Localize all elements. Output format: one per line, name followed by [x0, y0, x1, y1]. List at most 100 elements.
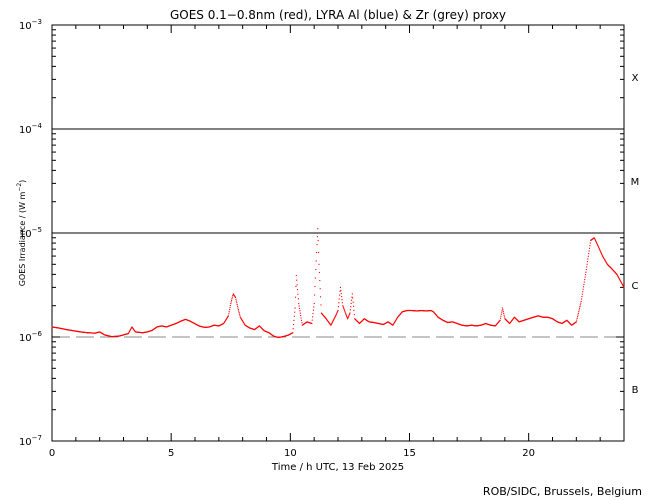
goes-data-point-0-1427: [618, 277, 620, 279]
goes-data-point-0-1372: [596, 243, 598, 245]
goes-data-point-0-1437: [622, 284, 624, 286]
goes-data-point-0-658: [312, 309, 314, 311]
goes-data-point-0-616: [296, 279, 298, 281]
goes-data-point-0-722: [338, 302, 340, 304]
goes-data-point-0-862: [393, 322, 396, 324]
goes-data-point-0-610: [293, 315, 295, 317]
goes-data-point-0-457: [233, 293, 235, 296]
goes-data-point-0-467: [237, 305, 239, 307]
goes-data-point-0-204: [132, 328, 134, 330]
goes-data-point-0-434: [223, 321, 225, 323]
goes-data-point-0-709: [333, 319, 335, 321]
goes-data-point-0-1393: [604, 260, 606, 262]
y-tick-label-3: 10−4: [19, 122, 43, 136]
goes-data-point-0-1395: [605, 261, 607, 263]
goes-data-point-0-1432: [620, 281, 622, 283]
goes-data-point-0-206: [133, 329, 135, 331]
goes-data-point-0-672: [318, 263, 320, 265]
goes-data-point-0-1350: [587, 255, 589, 257]
goes-data-point-0-1386: [602, 255, 604, 257]
goes-data-point-0-441: [226, 317, 228, 319]
goes-data-point-0-1429: [619, 278, 621, 281]
goes-data-point-0-869: [396, 317, 398, 319]
goes-data-point-0-437: [225, 319, 227, 321]
goes-data-point-0-752: [350, 306, 352, 308]
goes-data-point-0-1394: [605, 261, 607, 263]
goes-data-point-0-198: [130, 328, 132, 330]
goes-data-point-0-442: [227, 316, 229, 318]
goes-data-point-0-1396: [606, 262, 608, 264]
goes-data-point-0-438: [225, 319, 227, 321]
goes-data-point-0-208: [134, 330, 136, 332]
goes-data-point-0-724: [339, 294, 341, 296]
goes-data-point-0-667: [316, 244, 318, 246]
y-tick-label-4: 10−3: [19, 18, 42, 32]
goes-data-point-0-1376: [598, 246, 600, 248]
goes-data-point-0-868: [396, 318, 398, 320]
goes-data-point-0-1132: [501, 311, 503, 313]
goes-data-point-0-748: [348, 314, 350, 316]
goes-data-point-0-734: [343, 307, 345, 309]
goes-data-point-0-674: [319, 280, 321, 282]
goes-data-point-0-209: [134, 330, 136, 332]
goes-data-point-0-1352: [588, 250, 590, 252]
x-tick-label-1: 5: [168, 448, 174, 459]
goes-data-point-0-665: [315, 260, 317, 262]
goes-data-point-0-751: [349, 309, 351, 311]
goes-data-point-0-471: [238, 312, 240, 314]
goes-data-point-0-439: [225, 318, 227, 320]
goes-data-point-0-446: [228, 311, 230, 313]
goes-data-point-0-706: [331, 321, 334, 323]
goes-data-point-0-743: [346, 317, 348, 319]
goes-data-point-0-1436: [621, 284, 624, 286]
goes-data-point-0-479: [241, 320, 243, 322]
goes-data-point-0-758: [352, 301, 354, 303]
goes-data-point-0-472: [238, 313, 241, 315]
goes-data-point-0-476: [240, 318, 242, 320]
goes-data-point-0-668: [316, 236, 318, 238]
goes-data-point-0-712: [334, 316, 336, 318]
goes-data-point-0-1370: [595, 241, 597, 243]
goes-data-point-0-609: [293, 319, 295, 321]
x-axis-label: Time / h UTC, 13 Feb 2025: [271, 462, 404, 473]
goes-data-point-0-444: [227, 315, 229, 317]
goes-data-point-0-614: [295, 285, 297, 287]
goes-data-point-0-197: [129, 329, 131, 331]
goes-data-point-0-1355: [589, 242, 591, 244]
goes-data-point-0-1339: [583, 283, 585, 285]
goes-data-point-0-1139: [503, 316, 506, 318]
goes-data-point-0-677: [320, 304, 322, 306]
goes-data-point-0-738: [344, 311, 346, 313]
goes-data-point-0-1385: [601, 254, 603, 256]
goes-data-point-0-1424: [617, 275, 619, 277]
goes-data-point-0-607: [292, 328, 294, 330]
goes-data-point-0-676: [320, 296, 322, 298]
goes-data-point-0-1345: [585, 269, 587, 271]
goes-data-point-0-865: [395, 320, 397, 322]
goes-data-point-0-1330: [579, 304, 581, 306]
goes-data-point-0-715: [335, 314, 337, 316]
goes-data-point-0-199: [130, 327, 132, 329]
goes-data-point-0-1348: [586, 261, 589, 263]
goes-data-point-0-744: [347, 318, 349, 320]
goes-data-point-0-735: [343, 308, 345, 310]
goes-data-point-0-742: [346, 316, 348, 318]
goes-data-point-0-757: [352, 297, 354, 299]
goes-data-point-0-1334: [581, 296, 583, 298]
goes-data-point-0-1390: [603, 258, 605, 260]
goes-data-point-0-617: [296, 284, 298, 286]
goes-data-point-0-657: [312, 312, 314, 315]
goes-data-point-0-1346: [586, 266, 588, 268]
goes-data-point-0-1332: [580, 300, 582, 302]
goes-data-point-0-1325: [577, 312, 579, 314]
goes-data-point-0-1423: [616, 274, 618, 276]
goes-data-point-0-750: [349, 312, 351, 314]
goes-data-point-0-1324: [577, 314, 579, 316]
goes-data-point-0-702: [330, 324, 332, 326]
goes-data-point-0-1435: [621, 283, 623, 285]
goes-data-point-0-1134: [501, 307, 504, 309]
goes-data-point-0-717: [336, 312, 338, 314]
goes-data-point-0-753: [350, 302, 352, 305]
goes-data-point-0-755: [351, 296, 353, 298]
goes-data-point-0-613: [294, 296, 297, 298]
